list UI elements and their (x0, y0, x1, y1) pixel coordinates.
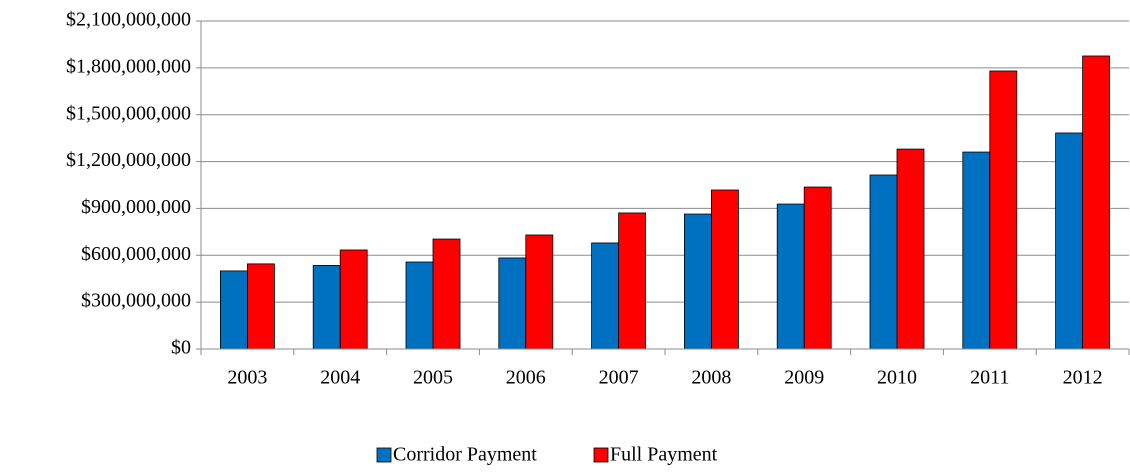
bar (246, 263, 275, 350)
bar (711, 189, 739, 350)
bar (405, 261, 434, 350)
bar (869, 174, 898, 350)
y-tick-label: $2,100,000,000 (66, 9, 191, 31)
y-tick-label: $0 (171, 337, 191, 359)
x-tick-label: 2007 (599, 367, 639, 389)
legend-swatch (593, 447, 609, 463)
x-tick-label: 2005 (413, 367, 453, 389)
bar (776, 203, 805, 350)
y-tick-label: $900,000,000 (81, 196, 191, 218)
bar (432, 238, 461, 350)
y-tick-label: $600,000,000 (81, 243, 191, 265)
y-tick-label: $1,200,000,000 (66, 149, 191, 171)
bar (684, 213, 712, 350)
x-tick-label: 2006 (506, 367, 546, 389)
legend: Corridor Payment Full Payment (376, 444, 718, 466)
x-tick-label: 2012 (1063, 367, 1103, 389)
bar (339, 249, 368, 350)
bar (1055, 132, 1083, 350)
y-tick-label: $1,800,000,000 (66, 55, 191, 77)
x-tick-label: 2004 (320, 367, 360, 389)
x-tick-label: 2003 (227, 367, 267, 389)
bar (498, 257, 527, 350)
y-tick-label: $1,500,000,000 (66, 102, 191, 124)
bar (618, 212, 646, 350)
legend-label: Corridor Payment (393, 444, 537, 466)
y-tick-label: $300,000,000 (81, 290, 191, 312)
bar (1082, 55, 1110, 350)
x-tick-label: 2011 (970, 367, 1009, 389)
bar (962, 151, 991, 350)
x-tick-label: 2008 (691, 367, 731, 389)
bar (591, 242, 619, 350)
bar (312, 265, 341, 350)
bar (896, 148, 925, 350)
legend-swatch (376, 447, 392, 463)
bar (989, 70, 1018, 350)
legend-label: Full Payment (610, 444, 718, 466)
bar (525, 234, 554, 350)
x-tick-label: 2009 (784, 367, 824, 389)
x-tick-label: 2010 (877, 367, 917, 389)
bar (219, 270, 248, 350)
bar (803, 186, 832, 350)
